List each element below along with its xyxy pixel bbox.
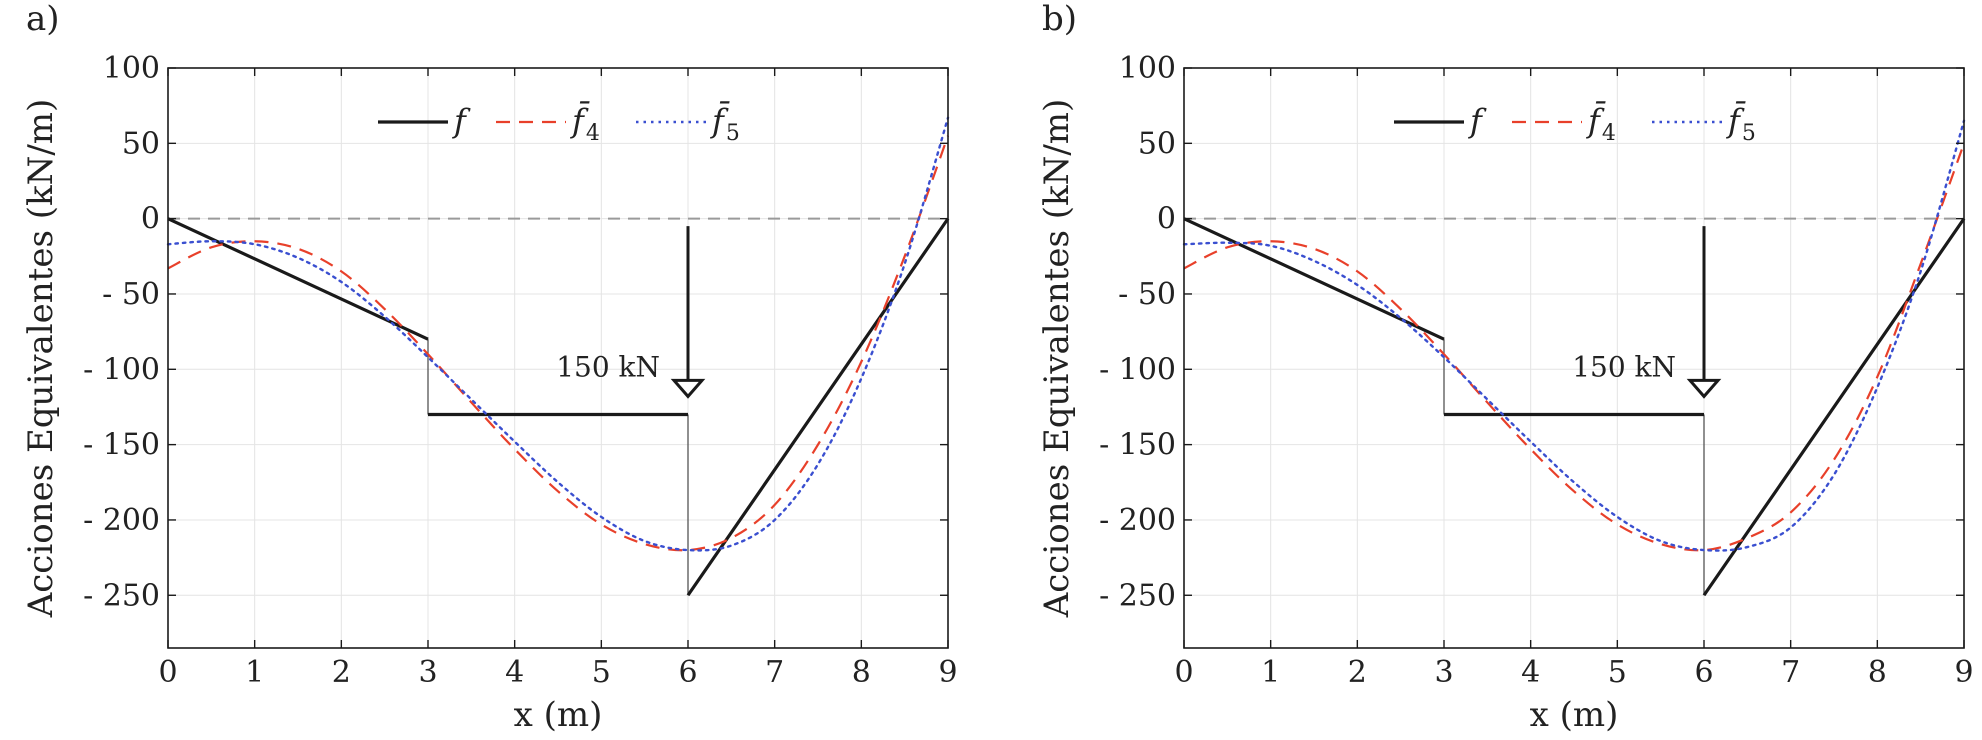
chart1-plot-frame bbox=[1183, 67, 1965, 649]
chart0-y-tick-label: - 150 bbox=[83, 428, 160, 463]
chart1-panel-label: b) bbox=[1042, 0, 1077, 39]
chart0-x-tick-label: 7 bbox=[765, 655, 784, 690]
chart1-x-tick-label: 9 bbox=[1954, 655, 1973, 690]
chart1-y-tick-label: - 50 bbox=[1118, 277, 1176, 312]
chart0-x-tick-label: 6 bbox=[678, 655, 697, 690]
chart1-x-tick-label: 8 bbox=[1868, 655, 1887, 690]
chart1-x-tick-label: 5 bbox=[1608, 655, 1627, 690]
chart0-legend-label-2: f̄5 bbox=[710, 101, 740, 146]
chart0-x-tick-label: 5 bbox=[592, 655, 611, 690]
chart0-x-tick-label: 8 bbox=[852, 655, 871, 690]
chart0-series-1-line bbox=[167, 135, 950, 552]
chart0-x-tick-label: 1 bbox=[245, 655, 264, 690]
chart1-x-axis-title: x (m) bbox=[1530, 695, 1619, 735]
chart1-x-tick-label: 1 bbox=[1261, 655, 1280, 690]
chart0-x-tick-label: 9 bbox=[938, 655, 957, 690]
chart1-y-tick-label: - 150 bbox=[1099, 428, 1176, 463]
chart1-legend-label-2: f̄5 bbox=[1726, 101, 1756, 146]
chart0-y-axis-title: Acciones Equivalentes (kN/m) bbox=[21, 99, 61, 619]
chart0-y-tick-label: 100 bbox=[103, 51, 160, 86]
chart1-series-2-line bbox=[1182, 119, 1966, 552]
chart0-x-tick-label: 2 bbox=[332, 655, 351, 690]
chart0-legend-label-0: f bbox=[452, 102, 471, 140]
chart0-y-tick-label: 0 bbox=[141, 202, 160, 237]
chart1-y-tick-label: - 100 bbox=[1099, 352, 1176, 387]
chart1-y-axis-title: Acciones Equivalentes (kN/m) bbox=[1037, 99, 1077, 619]
chart1-legend-label-1: f̄4 bbox=[1586, 101, 1616, 146]
chart0-series-0-line bbox=[167, 217, 950, 597]
chart1-x-tick-label: 7 bbox=[1781, 655, 1800, 690]
chart1-load-label: 150 kN bbox=[1572, 350, 1676, 383]
chart0-plot-frame bbox=[167, 67, 949, 649]
chart1-legend: f f̄4 f̄5 bbox=[1394, 101, 1756, 146]
chart0-y-tick-label: - 50 bbox=[102, 277, 160, 312]
chart0-y-tick-label: - 200 bbox=[83, 503, 160, 538]
chart0-load-arrow-head bbox=[670, 378, 706, 399]
chart-panel-a: a) 150 kN 0 1 2 3 4 5 6 7 8 9 100 50 0 - 50 - 100 - 150 - … bbox=[21, 0, 958, 735]
chart0-x-tick-label: 0 bbox=[158, 655, 177, 690]
chart1-load-arrow-head bbox=[1686, 378, 1722, 399]
chart1-x-tick-label: 3 bbox=[1434, 655, 1453, 690]
chart0-y-tick-label: - 250 bbox=[83, 578, 160, 613]
chart1-y-tick-label: 100 bbox=[1119, 51, 1176, 86]
chart0-panel-label: a) bbox=[26, 0, 60, 39]
chart0-load-label: 150 kN bbox=[556, 350, 660, 383]
chart1-x-tick-label: 6 bbox=[1694, 655, 1713, 690]
chart0-legend: f f̄4 f̄5 bbox=[378, 101, 740, 146]
chart1-series-0-line bbox=[1183, 217, 1966, 597]
chart1-y-tick-label: - 250 bbox=[1099, 578, 1176, 613]
chart0-x-axis-title: x (m) bbox=[514, 695, 603, 735]
chart-panel-b: b) 150 kN 0 1 2 3 4 5 6 7 8 9 100 50 0 - 50 - 100 - 150 - … bbox=[1016, 0, 1982, 740]
chart1-x-tick-label: 0 bbox=[1174, 655, 1193, 690]
chart1-legend-label-0: f bbox=[1468, 102, 1487, 140]
chart1-y-tick-label: 50 bbox=[1138, 126, 1176, 161]
chart-svg-b: b) 150 kN 0 1 2 3 4 5 6 7 8 9 100 50 0 - 50 - 100 - 150 - … bbox=[1037, 0, 1974, 735]
chart0-y-tick-label: - 100 bbox=[83, 352, 160, 387]
chart0-x-tick-label: 3 bbox=[418, 655, 437, 690]
chart1-y-tick-label: 0 bbox=[1157, 202, 1176, 237]
chart0-legend-label-1: f̄4 bbox=[570, 101, 600, 146]
chart1-x-tick-label: 4 bbox=[1521, 655, 1540, 690]
chart1-y-tick-label: - 200 bbox=[1099, 503, 1176, 538]
chart1-series-1-line bbox=[1183, 142, 1966, 552]
chart0-series-2-line bbox=[166, 116, 950, 552]
chart0-x-tick-label: 4 bbox=[505, 655, 524, 690]
chart-svg-a: a) 150 kN 0 1 2 3 4 5 6 7 8 9 100 50 0 - 50 - 100 - 150 - … bbox=[21, 0, 958, 735]
chart0-y-tick-label: 50 bbox=[122, 126, 160, 161]
chart1-x-tick-label: 2 bbox=[1348, 655, 1367, 690]
